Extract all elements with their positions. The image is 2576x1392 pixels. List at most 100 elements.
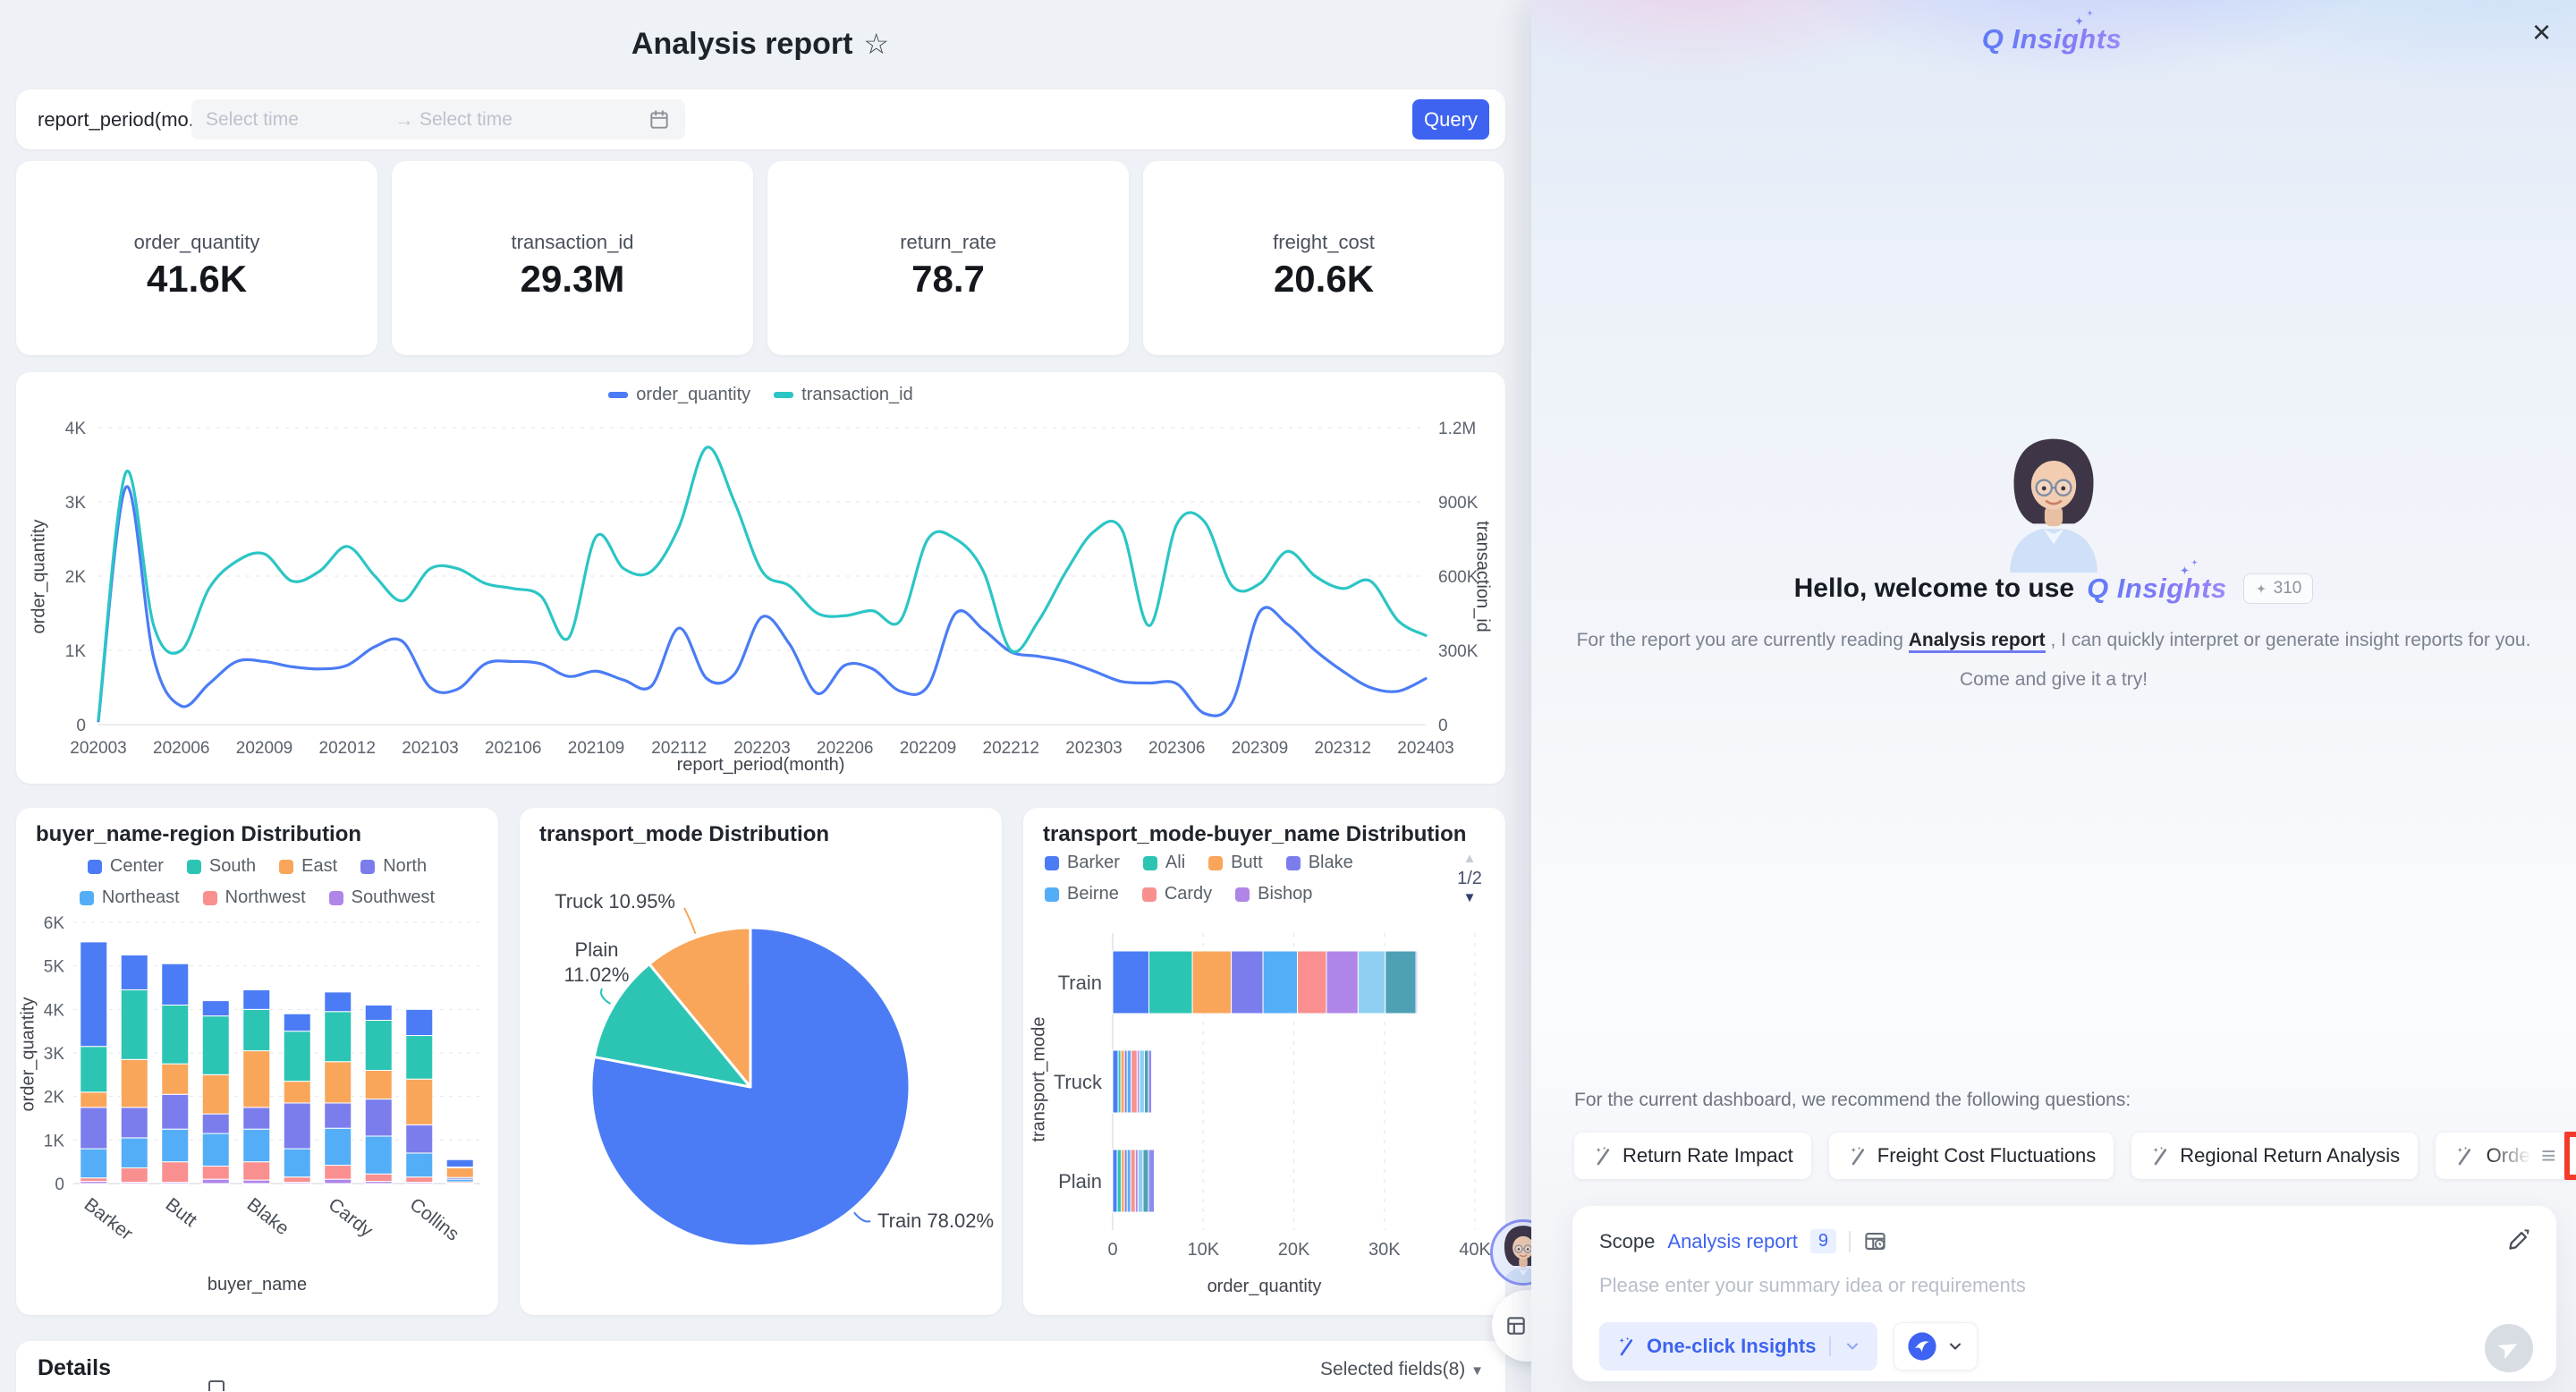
legend-item[interactable]: North bbox=[360, 856, 427, 877]
legend-item[interactable]: Beirne bbox=[1045, 884, 1119, 904]
svg-text:40K: 40K bbox=[1459, 1240, 1491, 1260]
svg-text:202303: 202303 bbox=[1065, 739, 1122, 758]
divider bbox=[1849, 1230, 1852, 1252]
calendar-icon bbox=[648, 108, 671, 132]
left-axis-title: order_quantity bbox=[29, 519, 49, 634]
dashboard-panel: Analysis report ☆ report_period(mo... → Q… bbox=[16, 27, 1563, 1392]
sparkle-icon bbox=[2179, 564, 2190, 576]
chart-legend[interactable]: Barker Ali Butt Blake Beirne Cardy Bishop bbox=[1045, 853, 1402, 904]
expand-list-icon[interactable]: ≡ bbox=[2541, 1142, 2556, 1169]
model-logo-icon bbox=[1907, 1331, 1937, 1362]
kpi-card-order-quantity: order_quantity 41.6K bbox=[16, 161, 377, 355]
svg-text:20K: 20K bbox=[1278, 1240, 1310, 1260]
legend-item[interactable]: Center bbox=[87, 856, 164, 877]
composer-card: Scope Analysis report 9 One-click Insigh… bbox=[1572, 1206, 2556, 1381]
close-icon[interactable]: × bbox=[2531, 13, 2551, 50]
legend-item[interactable]: Cardy bbox=[1141, 884, 1212, 904]
chart-title: transport_mode-buyer_name Distribution bbox=[1043, 822, 1467, 846]
svg-text:3K: 3K bbox=[44, 1045, 65, 1064]
legend-item[interactable]: Butt bbox=[1208, 853, 1263, 873]
composer-actions: One-click Insights bbox=[1599, 1322, 1978, 1371]
line-chart[interactable]: 0 0 1K 300K 2K 600K 3K 900K 4K 1.2M 202003 202006 20… bbox=[16, 372, 1505, 784]
favorite-star-icon[interactable]: ☆ bbox=[863, 28, 890, 60]
x-axis-title: order_quantity bbox=[1207, 1277, 1322, 1296]
page-up-icon[interactable]: ▲ bbox=[1462, 851, 1477, 866]
query-button[interactable]: Query bbox=[1412, 99, 1489, 140]
kpi-card-freight-cost: freight_cost 20.6K bbox=[1143, 161, 1504, 355]
assistant-avatar bbox=[1988, 431, 2119, 573]
svg-text:11.02%: 11.02% bbox=[564, 963, 630, 986]
page-title: Analysis report bbox=[631, 27, 853, 61]
svg-text:Collins: Collins bbox=[406, 1194, 463, 1245]
legend-item[interactable]: Blake bbox=[1285, 853, 1353, 873]
svg-text:Plain: Plain bbox=[1058, 1170, 1102, 1193]
paper-plane-icon bbox=[2496, 1336, 2521, 1361]
magic-wand-icon bbox=[1847, 1145, 1868, 1167]
magic-wand-icon bbox=[1615, 1336, 1637, 1357]
svg-text:Train: Train bbox=[1058, 972, 1102, 994]
suggestion-chip[interactable]: Return Rate Impact bbox=[1574, 1133, 1811, 1179]
welcome-heading: Hello, welcome to use Q Insights 310 bbox=[1531, 573, 2576, 605]
svg-text:Truck 10.95%: Truck 10.95% bbox=[555, 890, 675, 912]
kpi-label: return_rate bbox=[900, 231, 996, 253]
legend-item[interactable]: Bishop bbox=[1235, 884, 1312, 904]
legend-item[interactable]: South bbox=[186, 856, 256, 877]
scope-value-link[interactable]: Analysis report bbox=[1667, 1229, 1798, 1252]
page-down-icon[interactable]: ▼ bbox=[1462, 889, 1477, 905]
send-button[interactable] bbox=[2485, 1324, 2533, 1372]
legend-item[interactable]: transaction_id bbox=[774, 385, 913, 405]
right-axis-title: transaction_id bbox=[1472, 521, 1493, 632]
line-chart-legend[interactable]: order_quantity transaction_id bbox=[16, 385, 1505, 405]
svg-text:1K: 1K bbox=[44, 1132, 65, 1150]
chevron-down-icon[interactable] bbox=[1843, 1337, 1861, 1355]
details-title: Details bbox=[38, 1355, 111, 1380]
kpi-label: freight_cost bbox=[1273, 231, 1375, 253]
legend-item[interactable]: Northwest bbox=[202, 887, 306, 908]
svg-text:0: 0 bbox=[1438, 717, 1448, 735]
svg-text:202206: 202206 bbox=[817, 739, 873, 758]
suggestion-chip[interactable]: Regional Return Analysis bbox=[2131, 1133, 2419, 1179]
svg-text:600K: 600K bbox=[1438, 568, 1479, 587]
one-click-insights-button[interactable]: One-click Insights bbox=[1599, 1322, 1877, 1371]
end-time-input[interactable] bbox=[419, 108, 603, 131]
suggestion-chip-truncated[interactable]: Orde ≡ bbox=[2436, 1132, 2576, 1180]
start-time-input[interactable] bbox=[206, 108, 389, 131]
transport-buyer-hbar-chart[interactable]: 0 10K 20K 30K 40K Train Truck Plain bbox=[1023, 808, 1505, 1315]
summary-idea-input[interactable] bbox=[1599, 1274, 2404, 1297]
chart-legend[interactable]: Center South East North Northeast Northwest So… bbox=[46, 856, 470, 908]
edit-pencil-icon[interactable] bbox=[2505, 1227, 2531, 1258]
report-link[interactable]: Analysis report bbox=[1908, 630, 2046, 653]
model-selector[interactable] bbox=[1893, 1322, 1978, 1371]
svg-text:30K: 30K bbox=[1368, 1240, 1401, 1260]
legend-item[interactable]: East bbox=[279, 856, 337, 877]
legend-item[interactable]: Ali bbox=[1142, 853, 1185, 873]
svg-text:202009: 202009 bbox=[236, 739, 292, 758]
legend-pagination[interactable]: ▲ 1/2 ▼ bbox=[1446, 851, 1493, 907]
legend-item[interactable]: Southwest bbox=[328, 887, 435, 908]
svg-text:202006: 202006 bbox=[153, 739, 209, 758]
buyer-region-stacked-bar-chart[interactable]: 0 1K 2K 3K 4K 5K 6K Barker Butt Blake Cardy Collins bbox=[16, 808, 498, 1315]
svg-text:202112: 202112 bbox=[651, 739, 707, 758]
transport-buyer-chart-card: 0 10K 20K 30K 40K Train Truck Plain transport_m… bbox=[1023, 808, 1505, 1315]
svg-text:202403: 202403 bbox=[1397, 739, 1453, 758]
y-axis-title: order_quantity bbox=[18, 997, 38, 1112]
svg-text:Butt: Butt bbox=[162, 1194, 201, 1231]
legend-item[interactable]: Barker bbox=[1045, 853, 1120, 873]
svg-text:202203: 202203 bbox=[733, 739, 790, 758]
chevron-down-icon: ▼ bbox=[1470, 1363, 1484, 1379]
suggestion-chip[interactable]: Freight Cost Fluctuations bbox=[1828, 1133, 2114, 1179]
kpi-card-transaction-id: transaction_id 29.3M bbox=[392, 161, 753, 355]
svg-text:Cardy: Cardy bbox=[325, 1194, 377, 1242]
selected-fields-dropdown[interactable]: Selected fields(8) ▼ bbox=[1320, 1359, 1484, 1379]
legend-item[interactable]: order_quantity bbox=[608, 385, 750, 405]
annotation-highlight-box bbox=[2564, 1132, 2576, 1180]
chart-title: transport_mode Distribution bbox=[539, 822, 830, 846]
q-insights-logo: Q Insights bbox=[1531, 23, 2576, 55]
legend-item[interactable]: Northeast bbox=[79, 887, 180, 908]
dashboard-scope-icon[interactable] bbox=[1863, 1229, 1887, 1253]
time-range-picker[interactable]: → bbox=[191, 99, 685, 140]
svg-text:202306: 202306 bbox=[1148, 739, 1205, 758]
filter-bar: report_period(mo... → Query bbox=[16, 89, 1505, 149]
x-axis-title: report_period(month) bbox=[676, 755, 845, 775]
